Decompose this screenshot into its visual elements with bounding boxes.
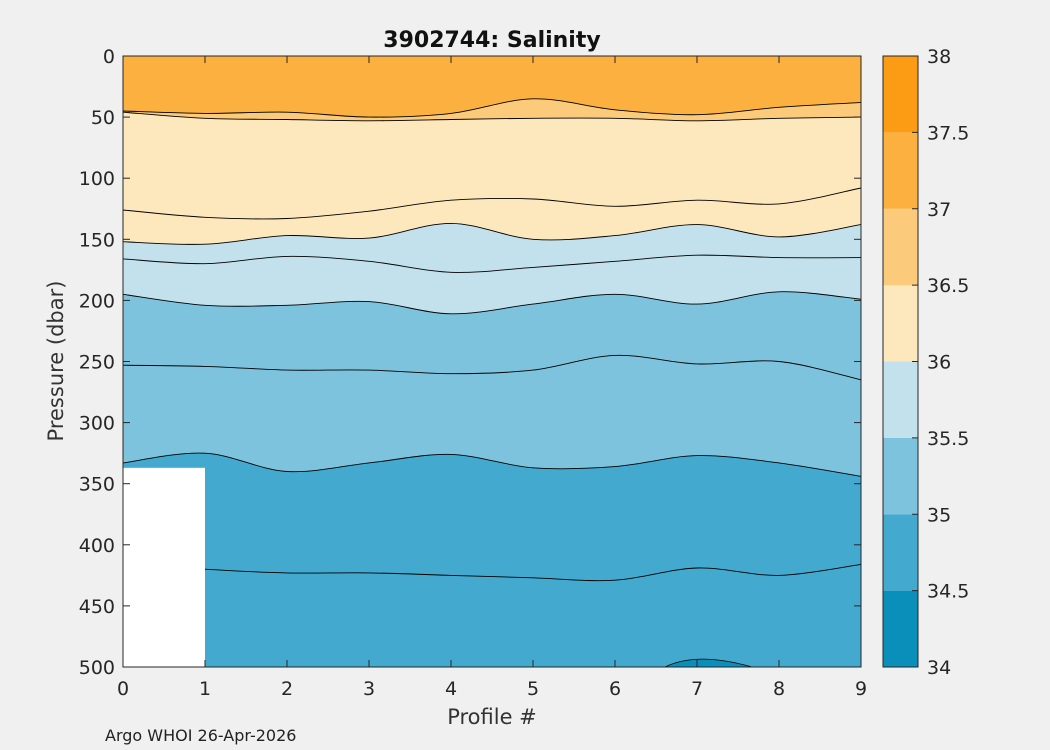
y-tick-label: 450 bbox=[79, 596, 115, 618]
colorbar-tick-label: 37.5 bbox=[927, 122, 969, 144]
x-tick-label: 4 bbox=[445, 678, 457, 700]
colorbar-tick-label: 35 bbox=[927, 504, 951, 526]
x-tick-label: 9 bbox=[855, 678, 867, 700]
contour-line bbox=[122, 452, 862, 477]
colorbar-tick-label: 36.5 bbox=[927, 275, 969, 297]
colorbar-tick-label: 34.5 bbox=[927, 581, 969, 603]
colorbar-band bbox=[883, 56, 918, 133]
x-tick-label: 8 bbox=[773, 678, 785, 700]
colorbar-band bbox=[883, 132, 918, 209]
y-tick-label: 400 bbox=[79, 535, 115, 557]
contour-line bbox=[122, 222, 862, 245]
no-data-region bbox=[123, 467, 205, 667]
colorbar-tick-label: 35.5 bbox=[927, 428, 969, 450]
y-tick-label: 350 bbox=[79, 474, 115, 496]
y-tick-label: 250 bbox=[79, 352, 115, 374]
x-tick-label: 0 bbox=[117, 678, 129, 700]
contour-line bbox=[122, 98, 862, 118]
y-tick-label: 100 bbox=[79, 168, 115, 190]
x-tick-label: 5 bbox=[527, 678, 539, 700]
colorbar-band bbox=[883, 590, 918, 667]
colorbar-band bbox=[883, 285, 918, 362]
contour-line bbox=[122, 291, 862, 315]
x-axis-label: Profile # bbox=[447, 705, 537, 729]
y-axis-label: Pressure (dbar) bbox=[44, 281, 68, 442]
colorbar-band bbox=[883, 361, 918, 438]
contour-line bbox=[122, 562, 862, 582]
x-tick-label: 1 bbox=[199, 678, 211, 700]
y-tick-label: 150 bbox=[79, 229, 115, 251]
colorbar-tick-label: 38 bbox=[927, 46, 951, 68]
y-tick-label: 300 bbox=[79, 413, 115, 435]
y-tick-label: 500 bbox=[79, 657, 115, 679]
colorbar-tick-label: 34 bbox=[927, 657, 951, 679]
colorbar-band bbox=[883, 437, 918, 515]
contour-line bbox=[122, 187, 862, 220]
colorbar-band bbox=[883, 514, 918, 591]
colorbar-tick-label: 37 bbox=[927, 199, 951, 221]
x-tick-label: 3 bbox=[363, 678, 375, 700]
contour-line bbox=[122, 254, 862, 273]
contour-line bbox=[122, 354, 862, 381]
colorbar-band bbox=[883, 208, 918, 286]
colorbar: 34 34.5 35 35.5 36 36.5 37 37.5 38 bbox=[882, 46, 969, 679]
plot-area bbox=[122, 56, 862, 668]
colorbar-tick-label: 36 bbox=[927, 352, 951, 374]
y-tick-label: 200 bbox=[79, 290, 115, 312]
x-tick-label: 2 bbox=[281, 678, 293, 700]
x-tick-label: 6 bbox=[609, 678, 621, 700]
contour-band bbox=[123, 563, 861, 667]
y-tick-label: 0 bbox=[103, 46, 115, 68]
contour-line bbox=[122, 111, 862, 122]
footer-note: Argo WHOI 26-Apr-2026 bbox=[105, 726, 297, 745]
axes: 0 1 2 3 4 5 6 7 8 9 0 50 100 150 200 250 300 350 400 450 500 bbox=[79, 46, 867, 700]
chart-title: 3902744: Salinity bbox=[383, 28, 600, 53]
y-tick-label: 50 bbox=[91, 107, 115, 129]
x-tick-label: 7 bbox=[691, 678, 703, 700]
